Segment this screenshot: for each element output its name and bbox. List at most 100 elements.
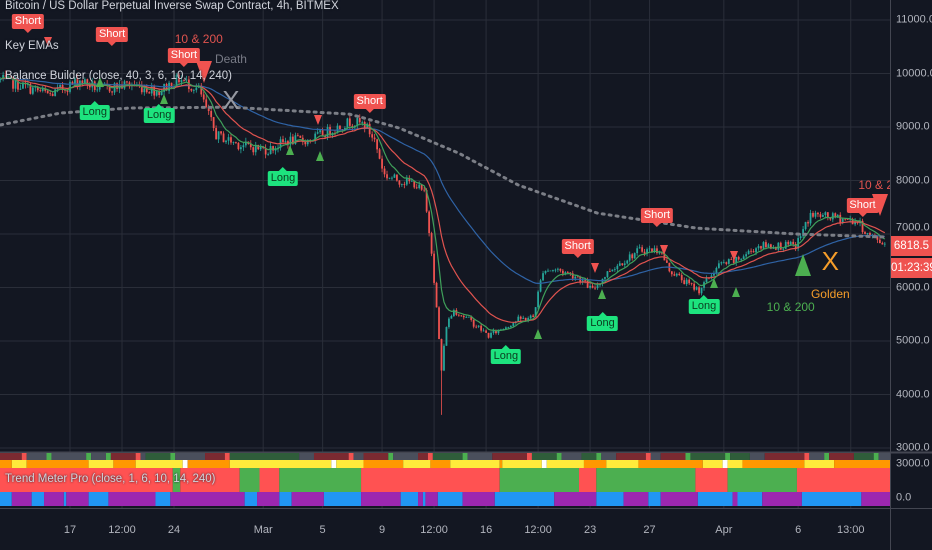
buy-triangle-icon xyxy=(160,94,169,105)
time-axis-label: 6 xyxy=(795,524,802,536)
candle-body xyxy=(680,274,683,281)
indicator-legend-balance-builder[interactable]: Balance Builder (close, 40, 3, 6, 10, 14… xyxy=(5,70,232,82)
candle-body xyxy=(807,222,809,224)
long-signal-label: Long xyxy=(267,167,299,187)
candle-body xyxy=(665,260,668,263)
candle-body xyxy=(366,123,369,129)
candle-body xyxy=(569,272,572,274)
price-axis-label: 9000.0 xyxy=(896,120,930,133)
indicator-axis-label: 0.0 xyxy=(896,491,912,504)
candle-body xyxy=(326,127,329,138)
time-axis-label: 12:00 xyxy=(108,524,136,536)
trend-meter-segment xyxy=(361,468,500,492)
trend-meter-segment xyxy=(660,453,686,461)
candle-body xyxy=(165,84,168,91)
trend-meter-segment xyxy=(331,460,337,468)
candle-body xyxy=(289,136,292,145)
candle-body xyxy=(17,79,19,90)
candle-body xyxy=(755,248,757,253)
candle-body xyxy=(282,139,284,142)
candle-body xyxy=(252,147,255,153)
candle-body xyxy=(509,325,512,328)
candle-body xyxy=(641,247,644,252)
candle-body xyxy=(819,214,822,217)
candle-body xyxy=(457,314,460,316)
trend-meter-segment xyxy=(353,453,364,461)
candle-body xyxy=(812,212,814,217)
candle-body xyxy=(128,82,131,86)
candle-body xyxy=(651,248,653,253)
buy-triangle-icon xyxy=(709,278,718,288)
candle-body xyxy=(71,81,74,84)
candle-body xyxy=(846,219,849,220)
trend-meter-segment xyxy=(462,492,495,506)
candle-body xyxy=(750,250,752,252)
trend-meter-segment xyxy=(313,453,349,461)
trend-meter-segment xyxy=(494,492,555,506)
indicator-legend-key-emas[interactable]: Key EMAs xyxy=(5,40,59,52)
symbol-title[interactable]: Bitcoin / US Dollar Perpetual Inverse Sw… xyxy=(5,0,339,12)
trend-meter-segment xyxy=(581,453,597,461)
candle-body xyxy=(29,84,32,94)
candle-body xyxy=(356,117,359,126)
candle-body xyxy=(396,174,398,181)
candle-body xyxy=(482,330,485,332)
trend-meter-segment xyxy=(88,492,109,506)
trend-meter-segment xyxy=(702,460,723,468)
candle-body xyxy=(557,268,559,270)
indicator-legend-trend-meter[interactable]: Trend Meter Pro (close, 1, 6, 10, 14, 24… xyxy=(5,473,216,485)
candle-body xyxy=(254,144,257,153)
trend-meter-segment xyxy=(432,453,463,461)
candle-body xyxy=(784,241,787,249)
candle-body xyxy=(554,269,557,271)
time-axis-label: 27 xyxy=(643,524,656,536)
cross-annotation-label: 10 & 200 xyxy=(174,32,223,47)
candle-body xyxy=(532,315,535,317)
price-axis-label: 8000.0 xyxy=(896,174,930,186)
trend-meter-segment xyxy=(499,460,503,468)
trend-meter-segment xyxy=(596,492,624,506)
candle-body xyxy=(400,184,403,185)
candle-body xyxy=(656,248,658,253)
trend-meter-row xyxy=(0,453,890,461)
trend-meter-segment xyxy=(437,492,463,506)
ema-mid-line xyxy=(0,77,886,323)
time-axis-label: 9 xyxy=(378,524,386,536)
sell-triangle-icon xyxy=(871,194,888,216)
trend-meter-segment xyxy=(596,453,602,461)
candle-body xyxy=(371,134,374,138)
trend-meter-segment xyxy=(742,460,805,468)
trend-meter-segment xyxy=(0,468,173,492)
candle-body xyxy=(584,280,587,282)
trend-meter-segment xyxy=(727,460,743,468)
candle-body xyxy=(495,330,497,334)
candle-body xyxy=(294,135,297,144)
candle-body xyxy=(502,328,505,330)
trend-meter-segment xyxy=(44,492,64,506)
candle-body xyxy=(262,146,265,148)
trend-meter-segment xyxy=(502,460,542,468)
candle-body xyxy=(64,89,66,91)
candle-body xyxy=(700,287,703,294)
trend-meter-segment xyxy=(601,453,617,461)
candle-body xyxy=(348,118,351,126)
candle-body xyxy=(777,242,780,250)
candle-body xyxy=(292,136,294,144)
candle-body xyxy=(571,273,574,279)
trend-meter-row xyxy=(0,492,890,506)
short-signal-label: Short xyxy=(640,207,674,227)
cross-marker: X xyxy=(821,246,839,277)
candle-body xyxy=(76,78,79,87)
candle-body xyxy=(814,212,817,217)
candle-body xyxy=(210,111,213,118)
candle-body xyxy=(621,263,624,265)
candle-body xyxy=(12,76,14,89)
buy-triangle-icon xyxy=(732,286,741,297)
candle-body xyxy=(688,279,691,284)
candle-body xyxy=(31,87,34,94)
sell-triangle-icon xyxy=(313,114,322,125)
buy-triangle-icon xyxy=(598,288,607,299)
candle-body xyxy=(306,139,309,145)
